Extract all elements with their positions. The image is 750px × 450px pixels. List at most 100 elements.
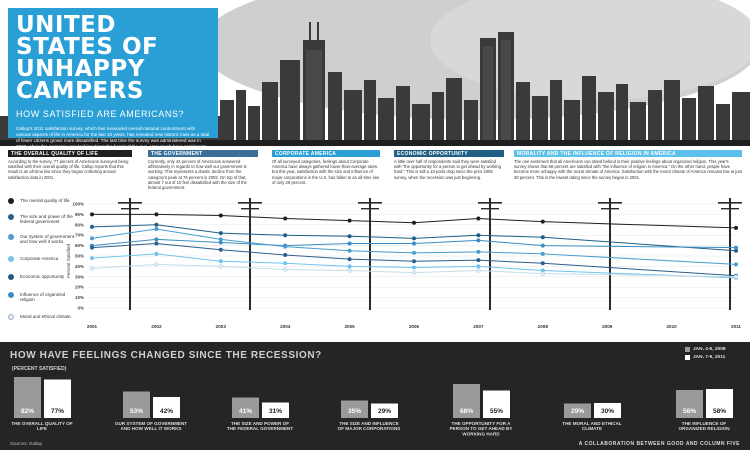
y-tick-label: 100%: [72, 202, 84, 207]
pole-decoration: [609, 198, 611, 310]
legend-swatch: [8, 256, 14, 262]
bar-category-label: THE MORAL AND ETHICAL CLIMATE: [562, 421, 622, 431]
pole-crossbar: [361, 208, 379, 210]
x-tick-label: 2002: [151, 324, 162, 329]
data-point: [476, 264, 481, 269]
data-point: [283, 261, 288, 266]
section-text: A little over half of respondents said t…: [394, 159, 501, 180]
bar-data-label: 68%: [460, 408, 473, 415]
pole-crossbar: [121, 208, 139, 210]
section-title: THE GOVERNMENT: [148, 150, 258, 157]
legend-swatch: [8, 214, 14, 220]
data-point: [540, 268, 545, 273]
bar-data-label: 35%: [348, 408, 361, 415]
pole-crossbar: [241, 208, 259, 210]
pole-crossbar: [721, 208, 739, 210]
bar-category-label: THE SIZE AND INFLUENCE OF MAJOR CORPORATI…: [338, 421, 401, 431]
bar-category-label-line: OF MAJOR CORPORATIONS: [338, 426, 401, 431]
section-title: ECONOMIC OPPORTUNITY: [394, 150, 504, 157]
data-point: [412, 265, 416, 270]
bar-category-label: THE SIZE AND POWER OF THE FEDERAL GOVERNM…: [227, 421, 293, 431]
data-point: [218, 259, 223, 264]
data-point: [218, 264, 224, 269]
data-point: [734, 225, 738, 230]
bar-category-label-line: THE OPPORTUNITY FOR A: [452, 421, 512, 426]
legend-swatch: [8, 314, 14, 320]
legend-swatch: [8, 274, 14, 280]
page-title-line1: UNITED STATES OF: [16, 12, 159, 60]
bar-category-label-line: THE SIZE AND INFLUENCE: [339, 421, 398, 426]
bar-data-label: 55%: [490, 408, 503, 415]
y-tick-label: 0%: [77, 306, 84, 311]
data-point: [412, 250, 416, 255]
bar: [232, 397, 259, 418]
data-point: [540, 243, 545, 248]
data-point: [154, 237, 159, 242]
bar: [676, 390, 703, 418]
bar-data-label: 41%: [239, 408, 252, 415]
bar: [564, 403, 591, 418]
data-point: [347, 248, 352, 253]
data-point: [476, 216, 481, 221]
section-text: According to the survey, 77 percent of A…: [8, 159, 129, 180]
data-point: [347, 268, 352, 273]
legend-label: The overall quality of life: [20, 198, 70, 203]
data-point: [476, 258, 481, 263]
bar-data-label: 31%: [269, 408, 282, 415]
bar-data-label: 77%: [51, 408, 64, 415]
bar-category-label-line: AND HOW WELL IT WORKS: [121, 426, 182, 431]
legend-item-2011: JAN. 7-9, 2011: [685, 355, 725, 360]
y-axis-label: Percent Satisfied: [66, 244, 71, 279]
data-point: [734, 248, 738, 253]
bar-data-label: 58%: [713, 408, 726, 415]
bar-category-label-line: PERSON TO GET AHEAD BY: [450, 426, 513, 431]
data-point: [734, 245, 738, 250]
data-point: [90, 245, 94, 250]
data-point: [283, 244, 288, 249]
bar: [483, 390, 510, 418]
y-tick-label: 90%: [75, 212, 84, 217]
data-point: [540, 261, 545, 266]
x-tick-label: 2006: [409, 324, 420, 329]
y-tick-label: 70%: [75, 233, 84, 238]
data-point: [733, 274, 739, 280]
section-government: THE GOVERNMENT Currently, only 42 percen…: [148, 150, 258, 192]
section-title: THE OVERALL QUALITY OF LIFE: [8, 150, 132, 157]
title-panel: UNITED STATES OF UNHAPPY CAMPERS HOW SAT…: [8, 8, 218, 155]
y-tick-label: 50%: [75, 254, 84, 259]
data-point: [476, 249, 481, 254]
data-point: [734, 262, 738, 267]
legend-label: JAN. 4-6, 2008: [693, 347, 726, 352]
bar-data-label: 42%: [160, 408, 173, 415]
data-point: [283, 233, 288, 238]
legend-swatch: [8, 292, 14, 298]
y-tick-label: 80%: [75, 222, 84, 227]
bar-data-label: 56%: [683, 408, 696, 415]
bar: [371, 403, 398, 418]
legend-item-2008: JAN. 4-6, 2008: [685, 347, 726, 352]
legend-label: Influence of organized religion: [20, 292, 66, 303]
legend-label: Our system of government and how well it…: [20, 234, 75, 245]
section-text: Currently, only 42 percent of Americans …: [148, 159, 247, 191]
bar: [262, 402, 289, 418]
section-title: CORPORATE AMERICA: [272, 150, 380, 157]
bar-chart: 82% 77% THE OVERALL QUALITY OF LIFE 53% 42% OU…: [11, 377, 733, 436]
data-point: [347, 257, 352, 262]
pole-decoration: [249, 198, 251, 310]
source-note: Sources: Gallup: [10, 441, 43, 446]
bar-category-label-line: LIFE: [37, 426, 47, 431]
page-subtitle: HOW SATISFIED ARE AMERICANS?: [16, 109, 185, 119]
data-point: [540, 271, 545, 276]
pole-decoration: [369, 198, 371, 310]
pole-crossbar: [238, 202, 262, 204]
data-point: [283, 252, 288, 257]
data-point: [154, 262, 159, 267]
bar-category-label: THE OVERALL QUALITY OF LIFE: [11, 421, 73, 431]
x-tick-label: 2009: [602, 324, 613, 329]
legend-label: The size and power of the federal govern…: [20, 214, 73, 225]
data-point: [540, 251, 545, 256]
data-point: [283, 267, 288, 272]
bar-category-label: OUR SYSTEM OF GOVERNMENT AND HOW WELL IT …: [115, 421, 187, 431]
pole-crossbar: [601, 208, 619, 210]
bar: [153, 397, 180, 418]
